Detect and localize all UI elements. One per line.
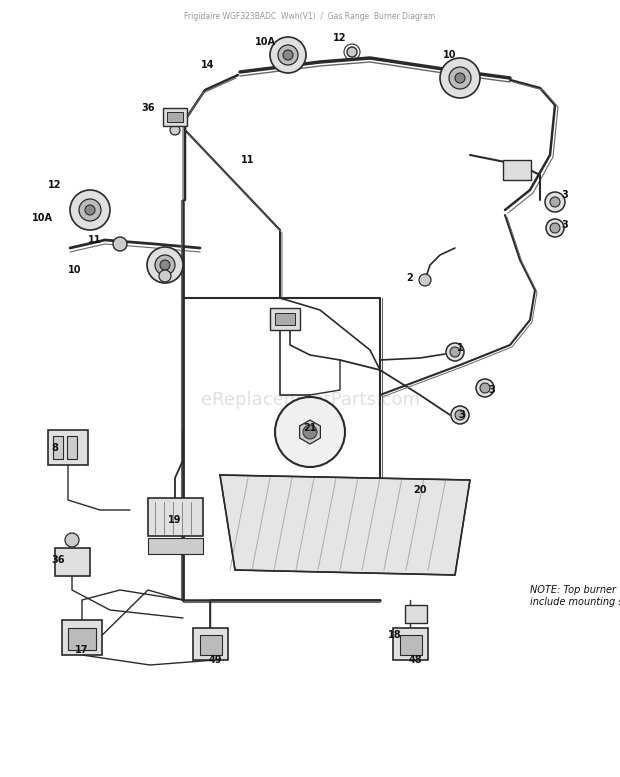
- Text: 10A: 10A: [32, 213, 53, 223]
- Circle shape: [159, 270, 171, 282]
- Bar: [48, 430, 88, 465]
- Polygon shape: [299, 420, 321, 444]
- Text: 11: 11: [88, 235, 102, 245]
- Circle shape: [455, 73, 465, 83]
- Text: 36: 36: [141, 103, 155, 113]
- Text: 21: 21: [303, 423, 317, 433]
- Text: 3: 3: [489, 385, 495, 395]
- Text: 11: 11: [241, 155, 255, 165]
- Circle shape: [451, 406, 469, 424]
- Text: 10: 10: [443, 50, 457, 60]
- Polygon shape: [220, 475, 470, 575]
- Text: eReplacementParts.com: eReplacementParts.com: [200, 391, 420, 409]
- Text: 18: 18: [388, 630, 402, 640]
- Text: 3: 3: [562, 190, 569, 200]
- Text: 49: 49: [208, 655, 222, 665]
- Text: 3: 3: [562, 220, 569, 230]
- Circle shape: [79, 199, 101, 221]
- Text: 10: 10: [68, 265, 82, 275]
- Circle shape: [275, 397, 345, 467]
- Circle shape: [419, 274, 431, 286]
- Text: 36: 36: [51, 555, 64, 565]
- Text: 14: 14: [202, 60, 215, 70]
- Bar: [67, 436, 77, 459]
- Bar: [405, 605, 427, 623]
- Bar: [400, 635, 422, 655]
- Circle shape: [480, 383, 490, 393]
- Text: 12: 12: [48, 180, 62, 190]
- Text: 12: 12: [334, 33, 347, 43]
- Text: 20: 20: [414, 485, 427, 495]
- Circle shape: [270, 37, 306, 73]
- Circle shape: [550, 197, 560, 207]
- Bar: [68, 628, 96, 650]
- Circle shape: [147, 247, 183, 283]
- Bar: [393, 628, 428, 660]
- Text: Frigidaire WGF323BADC  Wwh(V1)  /  Gas Range  Burner Diagram: Frigidaire WGF323BADC Wwh(V1) / Gas Rang…: [184, 12, 436, 21]
- Bar: [55, 548, 90, 576]
- Circle shape: [449, 67, 471, 89]
- Circle shape: [85, 205, 95, 215]
- Circle shape: [550, 223, 560, 233]
- Circle shape: [155, 255, 175, 275]
- Circle shape: [65, 533, 79, 547]
- Text: 8: 8: [51, 443, 58, 453]
- Bar: [275, 313, 295, 325]
- Text: 17: 17: [75, 645, 89, 655]
- Circle shape: [347, 47, 357, 57]
- Text: 2: 2: [407, 273, 414, 283]
- Circle shape: [455, 410, 465, 420]
- Text: 1: 1: [456, 343, 463, 353]
- Circle shape: [450, 347, 460, 357]
- Text: NOTE: Top burner valves
include mounting screw.: NOTE: Top burner valves include mounting…: [530, 585, 620, 607]
- Circle shape: [303, 425, 317, 439]
- Text: 3: 3: [459, 410, 466, 420]
- Bar: [503, 160, 531, 180]
- Circle shape: [446, 343, 464, 361]
- Bar: [62, 620, 102, 655]
- Text: 19: 19: [168, 515, 182, 525]
- Bar: [163, 108, 187, 126]
- Bar: [193, 628, 228, 660]
- Circle shape: [160, 260, 170, 270]
- Circle shape: [476, 379, 494, 397]
- Circle shape: [70, 190, 110, 230]
- Circle shape: [283, 50, 293, 60]
- Bar: [167, 112, 183, 122]
- Bar: [148, 538, 203, 554]
- Circle shape: [440, 58, 480, 98]
- Text: 10A: 10A: [254, 37, 275, 47]
- Bar: [270, 308, 300, 330]
- Circle shape: [545, 192, 565, 212]
- Circle shape: [113, 237, 127, 251]
- Circle shape: [278, 45, 298, 65]
- Circle shape: [546, 219, 564, 237]
- Bar: [200, 635, 222, 655]
- Bar: [148, 498, 203, 536]
- Bar: [53, 436, 63, 459]
- Text: 48: 48: [408, 655, 422, 665]
- Circle shape: [170, 125, 180, 135]
